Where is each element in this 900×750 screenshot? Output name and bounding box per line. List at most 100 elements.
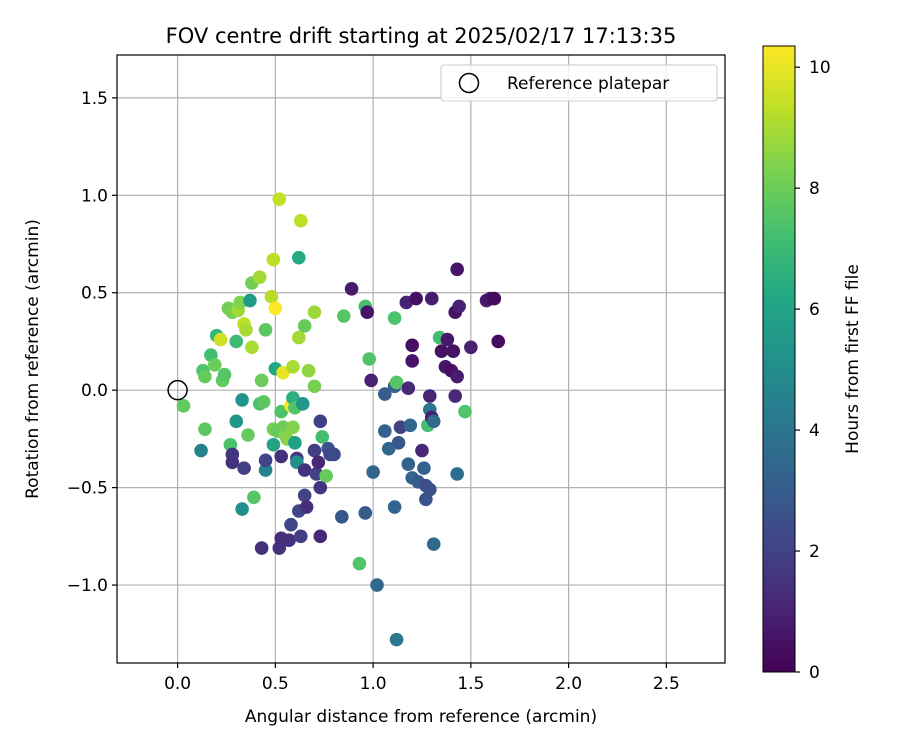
data-point (297, 488, 312, 503)
data-point (256, 395, 271, 409)
data-point (434, 344, 449, 359)
x-tick-label: 2.0 (555, 674, 582, 694)
data-point (381, 441, 396, 456)
data-point (360, 305, 375, 320)
chart-title: FOV centre drift starting at 2025/02/17 … (166, 24, 677, 48)
colorbar-tick-label: 10 (809, 58, 831, 78)
data-point (295, 397, 310, 411)
data-point (241, 428, 255, 442)
data-point (366, 465, 380, 479)
data-point (446, 344, 461, 359)
data-point (452, 299, 466, 314)
data-point (274, 449, 289, 464)
data-point (229, 414, 244, 429)
data-point (362, 352, 376, 366)
data-point (422, 389, 437, 403)
legend-label: Reference platepar (507, 74, 669, 94)
data-point (266, 437, 281, 452)
data-point (327, 447, 341, 462)
data-point (264, 289, 279, 304)
data-point (292, 330, 306, 345)
data-point (307, 379, 322, 394)
plot-area-frame (116, 54, 726, 664)
data-point (288, 435, 302, 450)
data-point (254, 373, 269, 388)
data-point (391, 435, 406, 450)
data-point (448, 389, 463, 403)
data-point (464, 340, 478, 355)
data-point (313, 414, 328, 429)
data-point (217, 367, 232, 382)
data-point (335, 510, 349, 524)
y-tick-label: 1.0 (81, 186, 108, 206)
data-point (307, 443, 322, 458)
data-point (247, 490, 261, 505)
data-point (401, 457, 416, 472)
data-point (292, 250, 306, 265)
y-tick-label: 0.5 (81, 284, 108, 304)
x-tick-label: 1.0 (360, 674, 387, 694)
data-point (370, 578, 384, 592)
data-point (426, 414, 441, 429)
legend-box (440, 64, 718, 102)
data-point (405, 354, 420, 368)
data-point (245, 340, 259, 355)
data-point (254, 541, 269, 555)
x-axis-label: Angular distance from reference (arcmin) (245, 707, 597, 727)
colorbar-label: Hours from first FF file (843, 264, 863, 454)
data-point (258, 463, 273, 477)
data-point (378, 387, 392, 401)
data-point (315, 430, 330, 444)
colorbar-tick-label: 6 (809, 300, 820, 320)
data-point (235, 393, 249, 407)
x-axis-ticks: 0.0 0.5 1.0 1.5 2.0 2.5 (164, 663, 680, 694)
x-tick-label: 0.0 (164, 674, 191, 694)
data-point (422, 482, 437, 497)
data-point (258, 322, 273, 337)
data-point (286, 359, 300, 374)
data-point (403, 418, 418, 433)
data-point (405, 338, 420, 353)
data-point (387, 500, 402, 514)
data-point (352, 556, 367, 571)
y-tick-label: −1.0 (67, 576, 108, 596)
data-point (225, 455, 240, 470)
data-point (415, 443, 429, 458)
data-point (293, 213, 308, 228)
data-point (297, 319, 312, 333)
data-point (409, 291, 423, 306)
data-point (266, 252, 281, 267)
data-point (311, 455, 326, 470)
data-point (235, 502, 249, 516)
y-tick-label: 1.5 (81, 89, 108, 109)
data-point (258, 453, 273, 468)
data-point (299, 500, 314, 514)
data-point (426, 537, 441, 551)
colorbar-ticks: 0 2 4 6 8 10 (795, 58, 831, 683)
data-point (487, 291, 502, 306)
data-point (401, 381, 416, 396)
data-point (313, 529, 328, 544)
x-tick-label: 2.5 (653, 674, 680, 694)
x-tick-label: 1.5 (457, 674, 484, 694)
data-point (491, 334, 506, 349)
data-point (307, 305, 322, 320)
data-point (252, 270, 267, 284)
data-point (198, 422, 212, 436)
data-point (272, 192, 287, 207)
y-axis-label: Rotation from reference (arcmin) (23, 219, 43, 499)
data-point (389, 632, 404, 647)
data-point (319, 469, 333, 483)
data-point (274, 404, 289, 419)
data-point (286, 420, 300, 435)
data-point (243, 293, 257, 308)
data-point (389, 375, 404, 390)
data-point (276, 365, 290, 380)
data-point (364, 373, 378, 388)
x-tick-label: 0.5 (262, 674, 289, 694)
y-tick-label: −0.5 (67, 479, 108, 499)
legend: Reference platepar (440, 64, 718, 102)
data-point (458, 404, 472, 419)
data-point (313, 480, 328, 495)
data-point (344, 282, 359, 296)
